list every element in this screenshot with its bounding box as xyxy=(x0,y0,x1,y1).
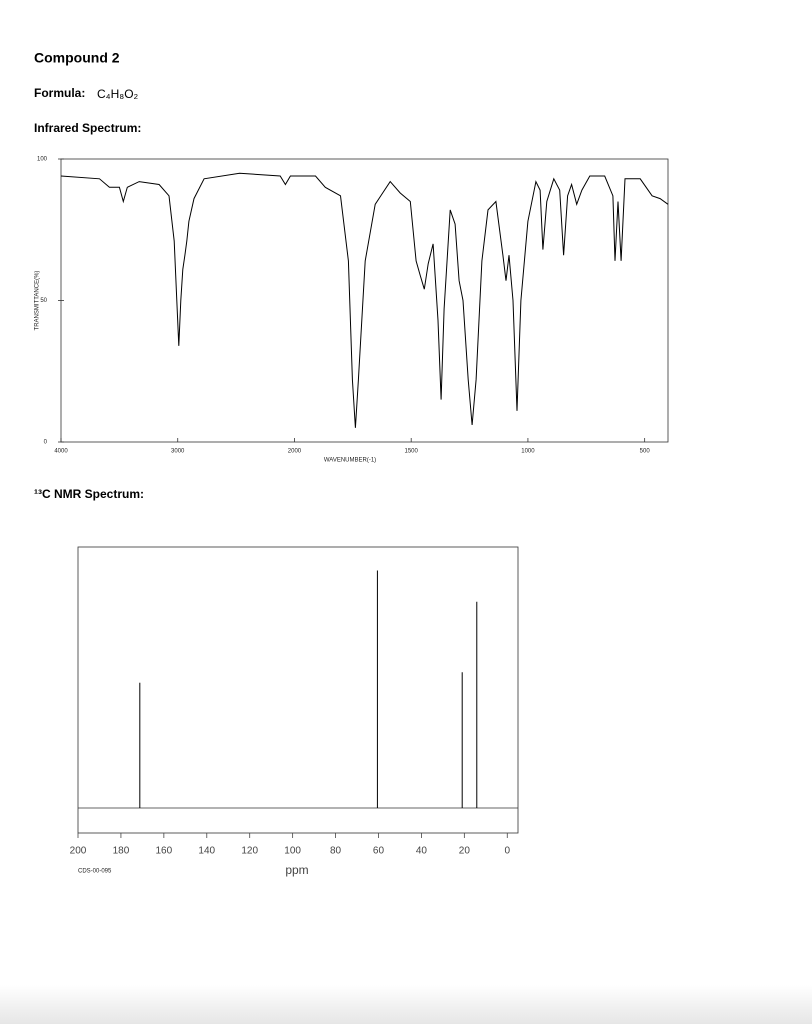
x-tick-label: 1500 xyxy=(405,449,419,455)
nmr-heading: ¹³C NMR Spectrum: xyxy=(34,487,144,501)
x-tick-label: 180 xyxy=(113,846,130,857)
ir-heading: Infrared Spectrum: xyxy=(34,121,141,135)
y-tick-label: 100 xyxy=(37,157,48,163)
title: Compound 2 xyxy=(34,50,120,66)
x-tick-label: 1000 xyxy=(521,449,535,455)
annotation: CDS-00-095 xyxy=(78,869,112,875)
x-tick-label: 100 xyxy=(284,846,301,857)
x-tick-label: 3000 xyxy=(171,449,185,455)
x-tick-label: 160 xyxy=(156,846,173,857)
y-axis-label: TRANSMITTANCE(%) xyxy=(35,271,41,331)
x-axis-label: ppm xyxy=(285,863,308,877)
ir-trace xyxy=(60,172,669,428)
x-axis-label: WAVENUMBER(-1) xyxy=(324,458,376,464)
x-tick-label: 0 xyxy=(504,846,510,857)
plot-frame xyxy=(77,546,519,834)
y-tick-label: 0 xyxy=(44,440,48,446)
x-tick-label: 60 xyxy=(373,846,385,857)
plot-frame xyxy=(60,158,669,443)
x-tick-label: 4000 xyxy=(54,449,68,455)
bottom-shade xyxy=(0,985,812,1024)
x-tick-label: 80 xyxy=(330,846,342,857)
x-tick-label: 120 xyxy=(241,846,258,857)
x-tick-label: 2000 xyxy=(288,449,302,455)
x-tick-label: 40 xyxy=(416,846,428,857)
x-tick-label: 200 xyxy=(70,846,87,857)
x-tick-label: 20 xyxy=(459,846,471,857)
x-tick-label: 140 xyxy=(198,846,215,857)
x-tick-label: 500 xyxy=(640,449,651,455)
formula-label: Formula: xyxy=(34,86,85,100)
y-tick-label: 50 xyxy=(40,298,47,304)
formula: C₄H₈O₂ xyxy=(97,87,139,101)
